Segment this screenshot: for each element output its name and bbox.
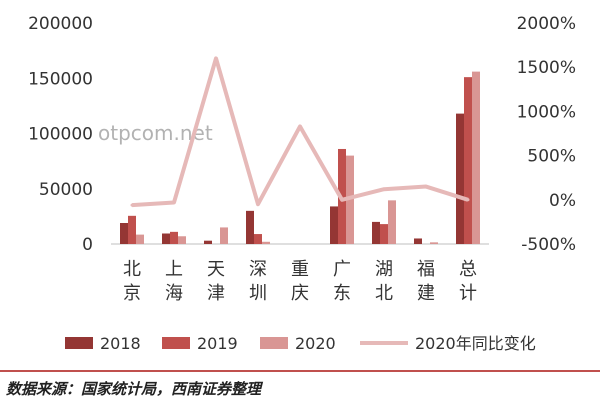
y-right-tick-label: 500% — [527, 147, 576, 167]
bar-2018 — [456, 113, 464, 244]
bar-2020 — [472, 71, 480, 245]
x-tick-label: 湖 — [375, 259, 393, 280]
y-left-tick-label: 200000 — [28, 14, 93, 34]
legend-label: 2020 — [295, 334, 336, 353]
y-left-tick-label: 0 — [82, 235, 93, 255]
x-tick-label: 北 — [375, 283, 393, 304]
line-point — [466, 198, 470, 202]
bar-2020 — [220, 227, 228, 244]
chart: otpcom.net 050000100000150000200000-500%… — [28, 14, 576, 353]
x-tick-label: 东 — [333, 283, 351, 304]
line-point — [256, 202, 260, 206]
y-left-tick-label: 150000 — [28, 69, 93, 89]
bar-2020 — [262, 241, 270, 244]
bar-2019 — [170, 231, 178, 244]
legend-swatch — [65, 337, 93, 349]
bar-2018 — [414, 238, 422, 244]
bar-2018 — [204, 240, 212, 244]
x-tick-label: 总 — [459, 259, 477, 280]
x-tick-label: 计 — [459, 283, 477, 304]
legend-label: 2018 — [100, 334, 141, 353]
bar-2020 — [388, 200, 396, 244]
line-point — [130, 203, 134, 207]
bar-2019 — [254, 234, 262, 244]
bar-2020 — [430, 242, 438, 244]
y-right-tick-label: 1000% — [517, 102, 576, 122]
line-point — [340, 198, 344, 202]
x-tick-label: 广 — [333, 259, 351, 280]
x-tick-label: 深 — [249, 259, 267, 280]
x-tick-label: 北 — [123, 259, 141, 280]
line-point — [298, 124, 302, 128]
x-tick-label: 京 — [123, 283, 141, 304]
x-tick-label: 建 — [417, 283, 435, 304]
bar-2019 — [464, 77, 472, 245]
bar-2018 — [162, 233, 170, 244]
x-tick-label: 福 — [417, 259, 435, 280]
legend-swatch — [162, 337, 190, 349]
legend-label: 2019 — [197, 334, 238, 353]
line-point — [214, 56, 218, 60]
legend-swatch — [260, 337, 288, 349]
bar-2019 — [128, 215, 136, 244]
x-tick-label: 海 — [165, 283, 183, 304]
bar-2019 — [380, 224, 388, 244]
legend-label: 2020年同比变化 — [415, 334, 536, 353]
divider — [0, 370, 600, 372]
bar-2020 — [178, 236, 186, 244]
x-tick-label: 圳 — [249, 283, 267, 304]
source-note: 数据来源：国家统计局，西南证券整理 — [6, 380, 262, 398]
y-right-tick-label: 1500% — [517, 58, 576, 78]
bar-2018 — [120, 223, 128, 244]
bar-2018 — [246, 210, 254, 244]
line-point — [424, 185, 428, 189]
y-right-tick-label: 2000% — [517, 14, 576, 34]
x-tick-label: 津 — [207, 283, 225, 304]
y-left-tick-label: 50000 — [39, 180, 93, 200]
bar-2020 — [136, 234, 144, 244]
x-tick-label: 重 — [291, 259, 309, 280]
line-point — [382, 187, 386, 191]
y-left-tick-label: 100000 — [28, 125, 93, 145]
x-tick-label: 庆 — [291, 283, 309, 304]
bar-2018 — [372, 221, 380, 244]
x-tick-label: 天 — [207, 259, 225, 280]
bar-2018 — [330, 206, 338, 244]
y-right-tick-label: 0% — [549, 191, 576, 211]
x-tick-label: 上 — [165, 259, 183, 280]
y-right-tick-label: -500% — [521, 235, 576, 255]
line-point — [172, 200, 176, 204]
